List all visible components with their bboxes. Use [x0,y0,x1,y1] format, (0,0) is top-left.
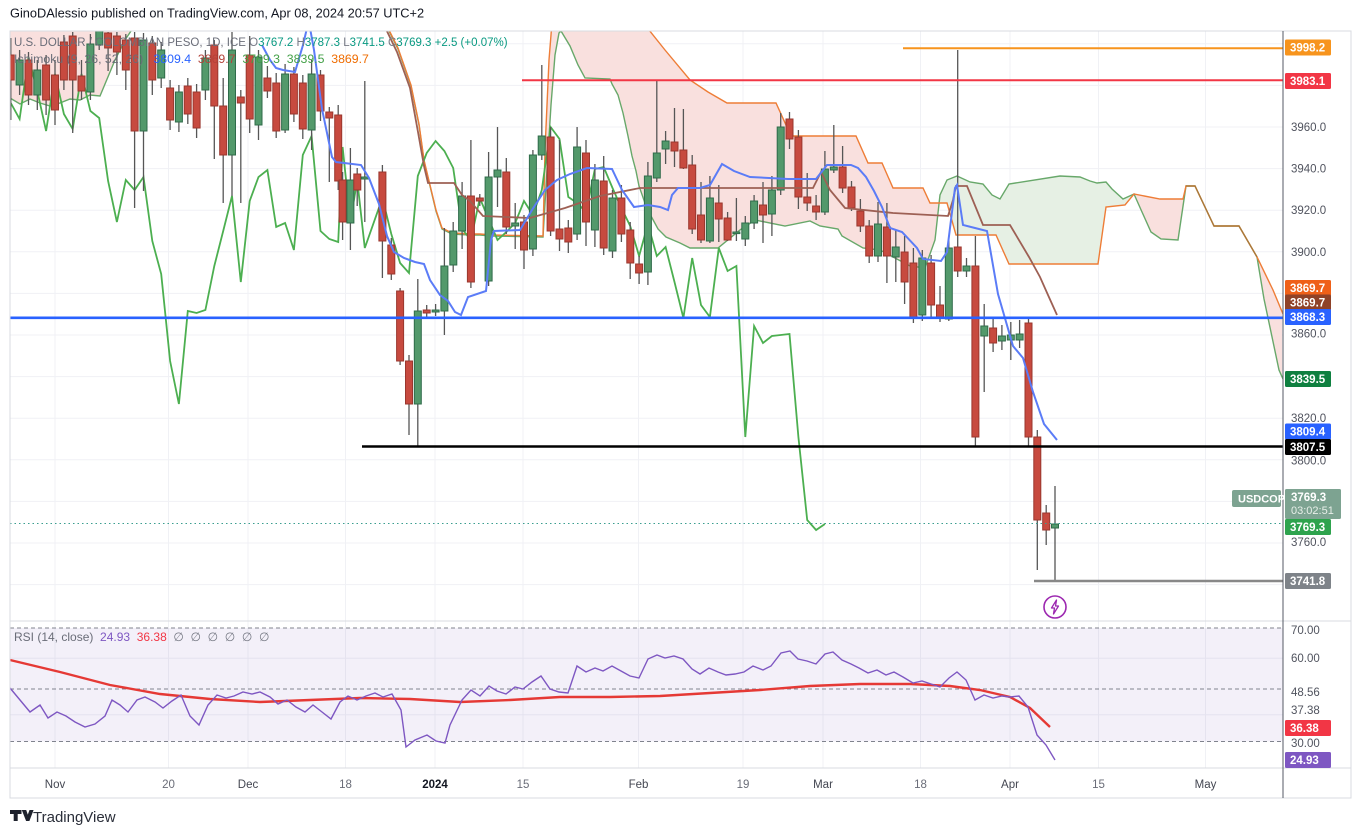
svg-text:20: 20 [162,779,175,791]
svg-text:3860.0: 3860.0 [1291,329,1326,341]
svg-text:U.S. DOLLAR / COLOMBIAN PESO,: U.S. DOLLAR / COLOMBIAN PESO, 1D, ICE O3… [14,37,508,49]
svg-text:3769.3: 3769.3 [1291,492,1326,504]
svg-text:TradingView: TradingView [33,809,116,826]
svg-text:60.00: 60.00 [1291,653,1320,665]
svg-text:3920.0: 3920.0 [1291,205,1326,217]
svg-text:3809.4: 3809.4 [1290,427,1326,439]
svg-text:GinoDAlessio published on Trad: GinoDAlessio published on TradingView.co… [10,6,424,21]
svg-text:3940.0: 3940.0 [1291,164,1326,176]
svg-text:3800.0: 3800.0 [1291,456,1326,468]
svg-text:03:02:51: 03:02:51 [1291,505,1334,517]
svg-text:30.00: 30.00 [1291,738,1320,750]
svg-text:3807.5: 3807.5 [1290,442,1326,454]
svg-text:3839.5: 3839.5 [1290,374,1326,386]
svg-text:Apr: Apr [1001,779,1019,791]
svg-text:24.93: 24.93 [1290,755,1319,767]
svg-text:48.56: 48.56 [1291,687,1320,699]
svg-text:18: 18 [914,779,927,791]
svg-text:Dec: Dec [238,779,259,791]
svg-text:36.38: 36.38 [1290,723,1319,735]
svg-text:37.38: 37.38 [1291,705,1320,717]
svg-text:Nov: Nov [45,779,66,791]
svg-text:USDCOP: USDCOP [1238,494,1285,506]
svg-text:3820.0: 3820.0 [1291,413,1326,425]
svg-text:18: 18 [339,779,352,791]
svg-text:RSI (14, close) 24.93 36.38: RSI (14, close) 24.93 36.38 ∅ ∅ ∅ ∅ ∅ ∅ [14,630,270,644]
svg-text:19: 19 [737,779,750,791]
svg-text:Mar: Mar [813,779,833,791]
svg-text:3741.8: 3741.8 [1290,576,1326,588]
svg-text:70.00: 70.00 [1291,625,1320,637]
svg-text:3998.2: 3998.2 [1290,43,1325,55]
svg-text:3760.0: 3760.0 [1291,537,1326,549]
svg-text:3869.7: 3869.7 [1290,298,1325,310]
svg-text:May: May [1195,779,1217,791]
svg-text:3960.0: 3960.0 [1291,122,1326,134]
svg-text:15: 15 [517,779,530,791]
svg-text:3869.7: 3869.7 [1290,283,1325,295]
svg-text:3983.1: 3983.1 [1290,76,1326,88]
svg-text:Feb: Feb [629,779,649,791]
svg-text:15: 15 [1092,779,1105,791]
svg-text:3868.3: 3868.3 [1290,312,1325,324]
svg-text:Ichimoku (9, 26, 52, 26) 380: Ichimoku (9, 26, 52, 26) 3809.4 3869.7 3… [14,52,369,66]
svg-text:3900.0: 3900.0 [1291,247,1326,259]
svg-text:3769.3: 3769.3 [1290,522,1325,534]
svg-text:2024: 2024 [422,779,448,791]
